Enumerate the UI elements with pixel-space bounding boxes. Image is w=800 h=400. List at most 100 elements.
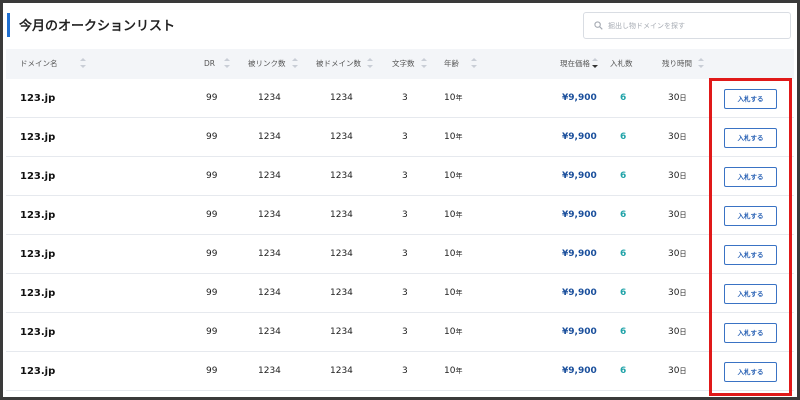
domain-name[interactable]: 123.jp <box>20 171 56 182</box>
bids-value: 6 <box>620 366 627 376</box>
age-number: 10 <box>444 288 456 298</box>
remaining-unit: 日 <box>679 133 687 141</box>
page-header: 今月のオークションリスト <box>3 3 797 49</box>
price-value: ¥9,900 <box>562 327 597 337</box>
age-number: 10 <box>444 171 456 181</box>
remaining-value: 30日 <box>668 274 686 313</box>
column-header-label: 文字数 <box>392 59 415 68</box>
age-value: 10年 <box>444 274 462 313</box>
dr-value: 99 <box>206 171 218 181</box>
remaining-number: 30 <box>668 366 680 376</box>
bid-button[interactable]: 入札する <box>724 362 777 382</box>
ref-domains-value: 1234 <box>330 288 353 298</box>
ref-domains-value: 1234 <box>330 327 353 337</box>
bid-button[interactable]: 入札する <box>724 323 777 343</box>
dr-value: 99 <box>206 327 218 337</box>
price-value: ¥9,900 <box>562 132 597 142</box>
remaining-unit: 日 <box>679 211 687 219</box>
age-number: 10 <box>444 132 456 142</box>
sort-icon[interactable] <box>224 58 230 68</box>
domain-name[interactable]: 123.jp <box>20 327 56 338</box>
backlinks-value: 1234 <box>258 132 281 142</box>
search-input[interactable] <box>608 13 786 38</box>
bid-button[interactable]: 入札する <box>724 89 777 109</box>
dr-value: 99 <box>206 93 218 103</box>
table-row: 123.jp 99 1234 1234 3 10年 ¥9,900 6 30日 入… <box>6 313 794 352</box>
age-unit: 年 <box>455 328 463 336</box>
bid-button[interactable]: 入札する <box>724 245 777 265</box>
column-header-ref-domains[interactable]: 被ドメイン数 <box>316 49 373 79</box>
sort-desc-icon[interactable] <box>592 58 598 68</box>
column-header-age[interactable]: 年齢 <box>444 49 477 79</box>
search-box[interactable] <box>583 12 791 39</box>
table-header: ドメイン名 DR 被リンク数 被ドメイン数 文字数 年齢 現在価格 入札数 <box>6 49 794 79</box>
chars-value: 3 <box>402 288 408 298</box>
remaining-unit: 日 <box>679 367 687 375</box>
column-header-label: 年齢 <box>444 59 459 68</box>
domain-name[interactable]: 123.jp <box>20 93 56 104</box>
remaining-value: 30日 <box>668 313 686 352</box>
domain-name[interactable]: 123.jp <box>20 132 56 143</box>
column-header-backlinks[interactable]: 被リンク数 <box>248 49 298 79</box>
column-header-dr[interactable]: DR <box>204 49 230 79</box>
age-unit: 年 <box>455 367 463 375</box>
bids-value: 6 <box>620 288 627 298</box>
dr-value: 99 <box>206 210 218 220</box>
ref-domains-value: 1234 <box>330 249 353 259</box>
age-unit: 年 <box>455 289 463 297</box>
bid-button[interactable]: 入札する <box>724 128 777 148</box>
table-row: 123.jp 99 1234 1234 3 10年 ¥9,900 6 30日 入… <box>6 196 794 235</box>
sort-icon[interactable] <box>698 58 704 68</box>
remaining-unit: 日 <box>679 328 687 336</box>
remaining-value: 30日 <box>668 79 686 118</box>
bid-button[interactable]: 入札する <box>724 284 777 304</box>
bids-value: 6 <box>620 210 627 220</box>
table-row: 123.jp 99 1234 1234 3 10年 ¥9,900 6 30日 入… <box>6 235 794 274</box>
remaining-number: 30 <box>668 93 680 103</box>
domain-name[interactable]: 123.jp <box>20 288 56 299</box>
domain-name[interactable]: 123.jp <box>20 366 56 377</box>
remaining-unit: 日 <box>679 289 687 297</box>
chars-value: 3 <box>402 132 408 142</box>
remaining-unit: 日 <box>679 172 687 180</box>
page-frame: 今月のオークションリスト ドメイン名 DR 被リンク数 被ドメイン数 文 <box>3 3 797 397</box>
remaining-value: 30日 <box>668 352 686 391</box>
bids-value: 6 <box>620 93 627 103</box>
age-value: 10年 <box>444 235 462 274</box>
column-header-remaining[interactable]: 残り時間 <box>662 49 704 79</box>
age-value: 10年 <box>444 313 462 352</box>
column-header-domain[interactable]: ドメイン名 <box>20 49 86 79</box>
sort-icon[interactable] <box>79 58 86 68</box>
bid-button[interactable]: 入札する <box>724 167 777 187</box>
remaining-unit: 日 <box>679 250 687 258</box>
chars-value: 3 <box>402 210 408 220</box>
table-row: 123.jp 99 1234 1234 3 10年 ¥9,900 6 30日 入… <box>6 352 794 391</box>
table-row: 123.jp 99 1234 1234 3 10年 ¥9,900 6 30日 入… <box>6 157 794 196</box>
ref-domains-value: 1234 <box>330 210 353 220</box>
column-header-label: DR <box>204 59 215 68</box>
remaining-value: 30日 <box>668 196 686 235</box>
backlinks-value: 1234 <box>258 366 281 376</box>
backlinks-value: 1234 <box>258 210 281 220</box>
bid-button[interactable]: 入札する <box>724 206 777 226</box>
age-value: 10年 <box>444 118 462 157</box>
remaining-value: 30日 <box>668 235 686 274</box>
age-value: 10年 <box>444 157 462 196</box>
ref-domains-value: 1234 <box>330 171 353 181</box>
domain-name[interactable]: 123.jp <box>20 249 56 260</box>
price-value: ¥9,900 <box>562 249 597 259</box>
age-number: 10 <box>444 327 456 337</box>
column-header-price[interactable]: 現在価格 <box>560 49 598 79</box>
column-header-chars[interactable]: 文字数 <box>392 49 427 79</box>
sort-icon[interactable] <box>291 58 298 68</box>
dr-value: 99 <box>206 249 218 259</box>
column-header-label: 現在価格 <box>560 59 590 68</box>
age-number: 10 <box>444 93 456 103</box>
sort-icon[interactable] <box>420 58 427 68</box>
search-icon <box>594 21 603 30</box>
dr-value: 99 <box>206 132 218 142</box>
chars-value: 3 <box>402 366 408 376</box>
domain-name[interactable]: 123.jp <box>20 210 56 221</box>
sort-icon[interactable] <box>367 58 373 68</box>
sort-icon[interactable] <box>471 58 477 68</box>
